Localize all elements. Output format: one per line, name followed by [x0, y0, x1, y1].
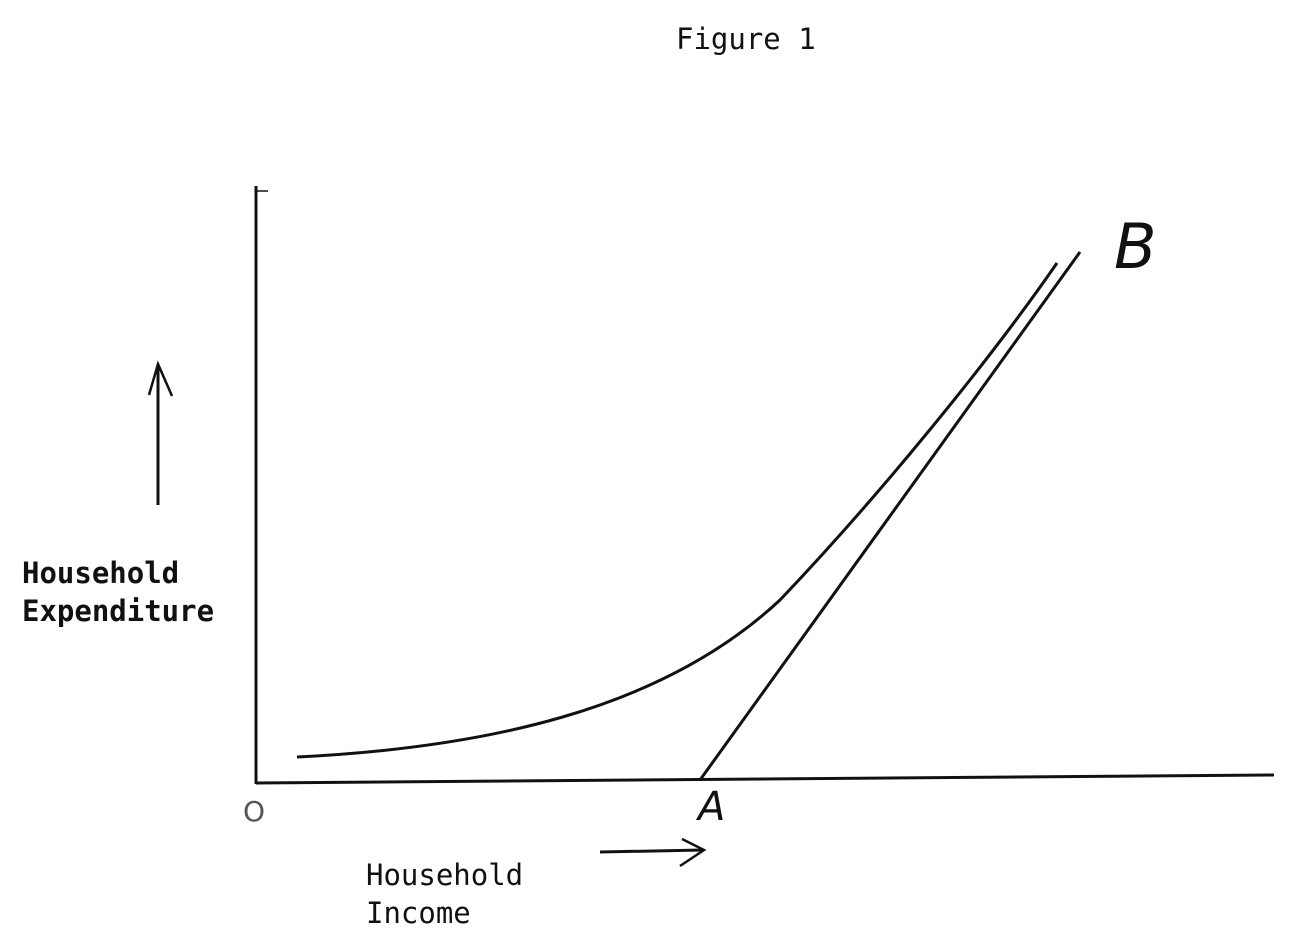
figure-title: Figure 1 [676, 22, 816, 56]
y-axis-label-line2: Expenditure [22, 594, 215, 628]
x-axis-line [255, 773, 1275, 785]
expenditure-curve [296, 262, 1059, 759]
y-axis-label: Household Expenditure [22, 554, 214, 630]
x-axis-label: Household Income [366, 856, 523, 932]
origin-label: O [243, 795, 266, 828]
x-axis-label-line2: Income [366, 896, 471, 930]
x-axis-label-line1: Household [366, 858, 524, 892]
point-b-label: B [1114, 210, 1157, 283]
point-a-label: A [698, 784, 726, 830]
up-arrow-icon [147, 360, 174, 505]
y-axis-label-line1: Household [22, 556, 180, 590]
right-arrow-icon [599, 837, 707, 868]
line-a-to-b [698, 251, 1082, 781]
